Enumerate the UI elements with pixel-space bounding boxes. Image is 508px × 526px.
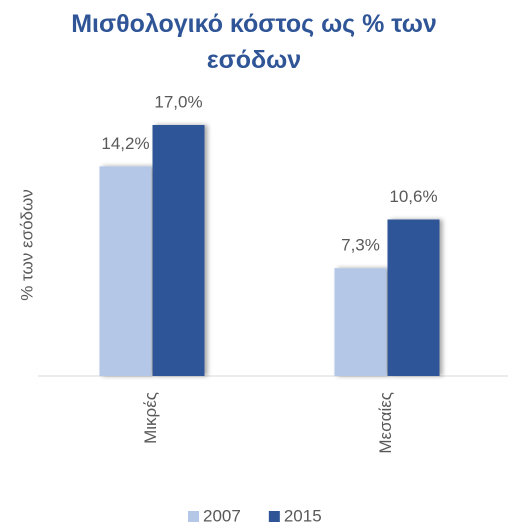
bar bbox=[334, 268, 387, 376]
legend-label: 2015 bbox=[284, 506, 322, 525]
value-label: 10,6% bbox=[389, 187, 437, 206]
legend-swatch bbox=[188, 511, 199, 522]
legend-swatch bbox=[268, 511, 280, 522]
y-axis-label: % των εσόδων bbox=[17, 189, 36, 301]
value-label: 17,0% bbox=[154, 92, 202, 111]
bar bbox=[152, 125, 205, 376]
bar bbox=[99, 166, 152, 376]
bar bbox=[387, 219, 440, 376]
legend-label: 2007 bbox=[203, 506, 241, 525]
x-tick-label: Μεσαίες bbox=[376, 392, 395, 454]
chart-title: Μισθολογικό κόστος ως % των εσόδων bbox=[71, 10, 437, 74]
value-label: 7,3% bbox=[341, 236, 380, 255]
value-label: 14,2% bbox=[101, 134, 149, 153]
x-tick-label: Μικρές bbox=[141, 392, 160, 444]
